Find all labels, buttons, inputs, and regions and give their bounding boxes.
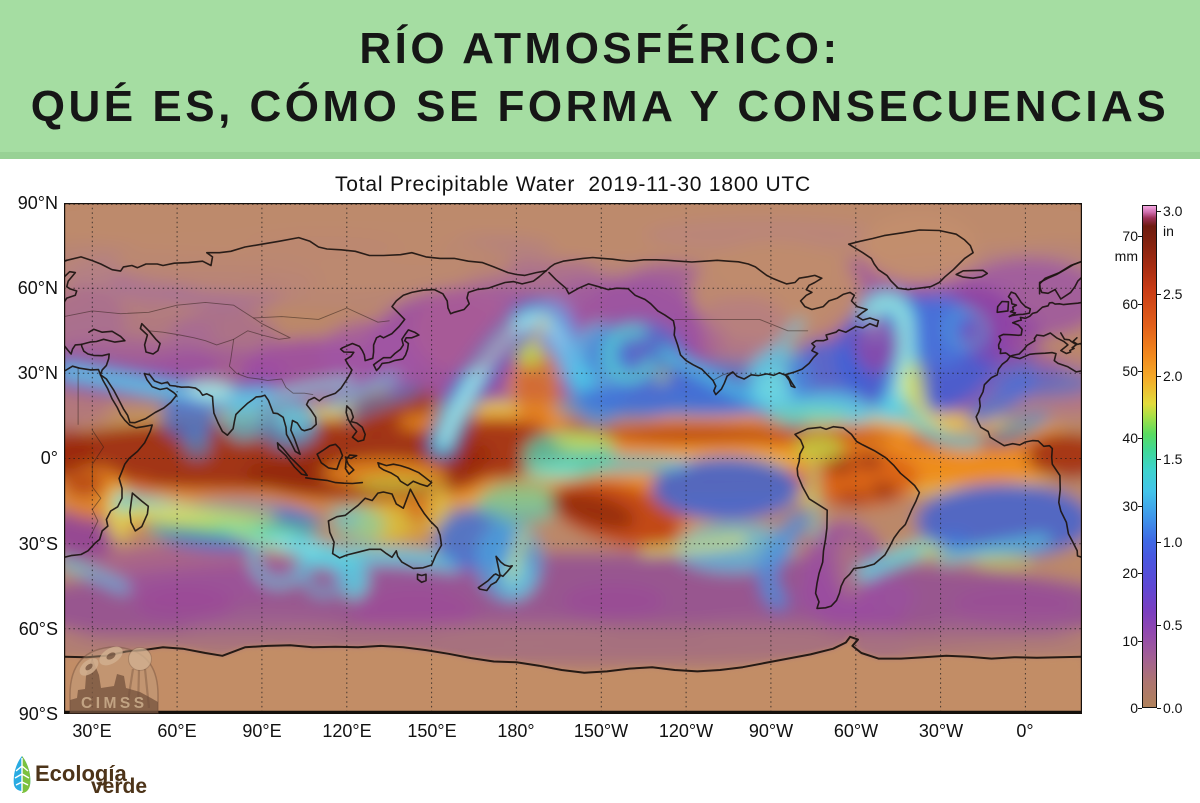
svg-text:Ecología: Ecología — [35, 761, 127, 786]
svg-text:verde: verde — [91, 775, 147, 798]
svg-text:CIMSS: CIMSS — [81, 695, 148, 712]
